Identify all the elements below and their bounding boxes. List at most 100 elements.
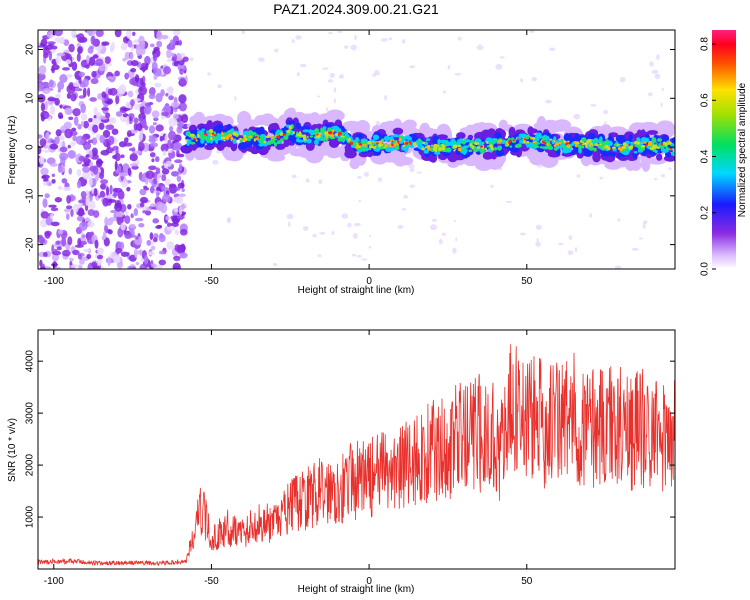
snr-y-ticks: 1000 2000 3000 4000	[25, 350, 675, 528]
noise-blob	[155, 264, 163, 269]
noise-blob	[126, 130, 132, 138]
signal-blob	[255, 135, 258, 139]
faint-blob	[656, 54, 660, 60]
noise-blob	[54, 136, 60, 145]
signal-blob	[245, 119, 261, 127]
noise-blob	[120, 251, 130, 257]
signal-blob	[495, 148, 505, 157]
signal-blob	[397, 140, 400, 144]
noise-blob	[72, 81, 80, 88]
noise-blob	[176, 121, 185, 128]
noise-blob	[56, 246, 62, 251]
signal-blob	[263, 140, 266, 144]
signal-blob	[616, 144, 621, 147]
noise-blob	[84, 189, 90, 199]
noise-blob	[82, 87, 87, 98]
faint-blob	[557, 242, 564, 245]
signal-blob	[642, 141, 647, 144]
noise-blob	[156, 30, 163, 41]
noise-blob	[109, 251, 118, 260]
noise-blob	[151, 110, 160, 119]
signal-blob	[641, 155, 651, 172]
noise-blob	[170, 170, 179, 177]
signal-blob	[471, 145, 475, 149]
signal-blob	[314, 139, 319, 146]
signal-blob	[306, 135, 309, 139]
signal-blob	[303, 137, 307, 141]
signal-blob	[348, 137, 351, 142]
x-tick-label: -50	[204, 576, 219, 587]
faint-blob	[535, 224, 542, 230]
signal-blob	[404, 141, 409, 145]
signal-blob	[508, 126, 516, 138]
faint-blob	[520, 78, 524, 83]
noise-blob	[144, 176, 149, 185]
noise-blob	[126, 30, 132, 39]
signal-blob	[660, 142, 663, 146]
faint-blob	[354, 34, 357, 41]
noise-blob	[166, 241, 175, 250]
signal-blob	[588, 145, 594, 151]
noise-blob	[97, 247, 104, 255]
noise-blob	[143, 255, 149, 265]
noise-blob	[51, 178, 56, 184]
faint-blob	[402, 39, 406, 44]
signal-blob	[664, 151, 672, 158]
noise-blob	[95, 58, 104, 67]
noise-blob	[67, 236, 73, 246]
noise-blob	[80, 120, 85, 127]
faint-blob	[529, 30, 535, 34]
signal-blob	[476, 142, 480, 145]
faint-blob	[287, 221, 291, 228]
noise-blob	[179, 228, 188, 236]
noise-blob	[156, 40, 163, 48]
noise-blob	[91, 70, 97, 78]
signal-blob	[228, 129, 233, 134]
signal-blob	[489, 144, 493, 148]
noise-blob	[55, 240, 61, 245]
faint-blob	[357, 176, 362, 180]
signal-blob	[349, 158, 360, 170]
faint-blob	[617, 218, 621, 222]
signal-blob	[647, 130, 659, 135]
noise-blob	[102, 230, 107, 240]
noise-blob	[178, 193, 186, 197]
faint-blob	[535, 241, 541, 247]
noise-blob	[178, 39, 183, 46]
signal-blob	[665, 146, 669, 151]
noise-blob	[178, 163, 183, 172]
signal-blob	[577, 144, 582, 150]
signal-blob	[372, 134, 379, 141]
signal-blob	[624, 144, 629, 147]
noise-blob	[173, 60, 179, 67]
noise-blob	[148, 125, 156, 134]
noise-blob	[89, 97, 97, 102]
faint-blob	[653, 178, 658, 181]
noise-blob	[69, 261, 73, 266]
noise-blob	[179, 68, 184, 75]
signal-blob	[259, 137, 264, 143]
noise-blob	[135, 43, 143, 50]
noise-blob	[89, 149, 93, 159]
faint-blob	[272, 263, 278, 267]
signal-blob	[403, 146, 409, 153]
noise-blob	[71, 61, 78, 71]
noise-blob	[43, 178, 49, 182]
snr-line-marks	[38, 344, 675, 567]
noise-blob	[168, 130, 177, 141]
noise-blob	[107, 76, 114, 80]
noise-blob	[134, 217, 144, 222]
faint-blob	[631, 247, 639, 251]
noise-blob	[45, 132, 50, 141]
signal-blob	[376, 142, 379, 145]
signal-blob	[453, 144, 458, 149]
noise-blob	[91, 137, 98, 145]
noise-blob	[129, 163, 139, 167]
signal-blob	[349, 141, 354, 145]
noise-blob	[81, 136, 87, 140]
signal-blob	[640, 144, 646, 148]
noise-blob	[78, 155, 86, 162]
signal-blob	[545, 145, 551, 150]
